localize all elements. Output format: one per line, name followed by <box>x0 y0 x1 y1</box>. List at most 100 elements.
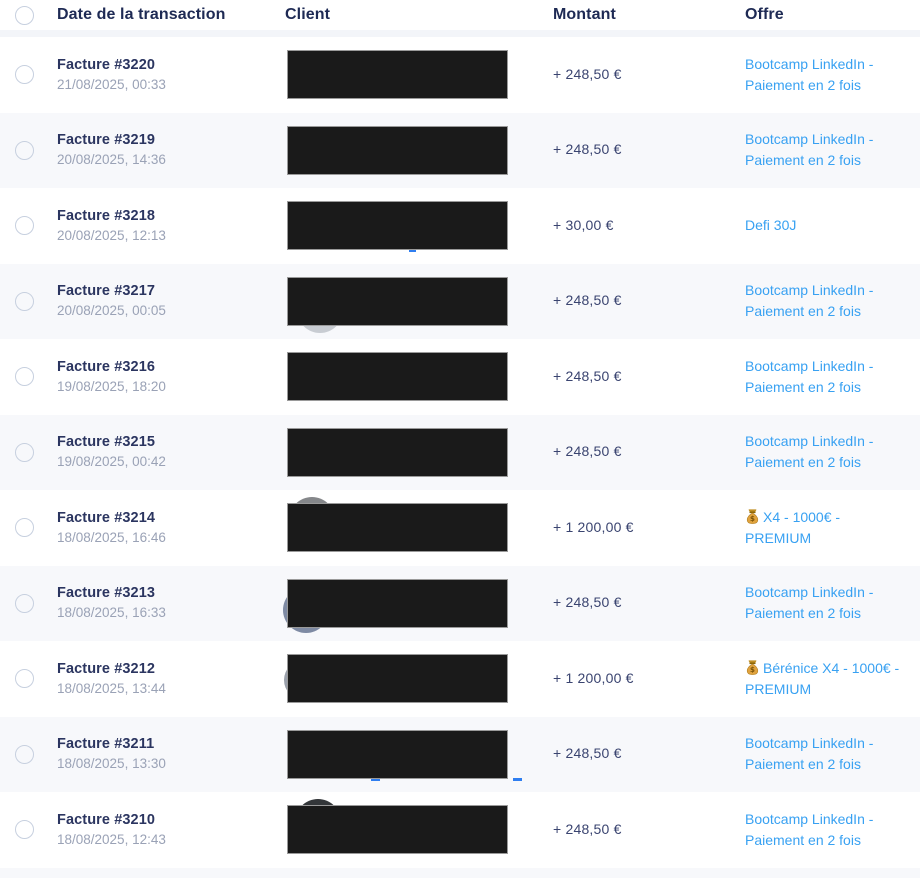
header-checkbox-cell <box>0 5 48 25</box>
offer-link[interactable]: $ X4 - 1000€ - PREMIUM <box>745 507 908 549</box>
table-row[interactable]: Facture #3212 18/08/2025, 13:44 + 1 200,… <box>0 641 920 717</box>
amount-value: + 248,50 € <box>553 820 622 837</box>
row-select-checkbox[interactable] <box>14 140 34 160</box>
row-select-checkbox[interactable] <box>14 291 34 311</box>
redacted-link-sliver <box>513 777 522 781</box>
table-row[interactable]: Facture #3210 18/08/2025, 12:43 + 248,50… <box>0 792 920 868</box>
client-redaction-box <box>287 352 508 401</box>
offer-cell: $Bootcamp LinkedIn - Paiement en 2 fois <box>735 582 920 624</box>
table-row[interactable]: Facture #3214 18/08/2025, 16:46 + 1 200,… <box>0 490 920 566</box>
client-redacted-area <box>287 352 508 401</box>
table-row[interactable]: Facture #3216 19/08/2025, 18:20 + 248,50… <box>0 339 920 415</box>
amount-value: + 248,50 € <box>553 367 622 384</box>
invoice-datetime: 20/08/2025, 12:13 <box>57 227 166 243</box>
offer-link[interactable]: $Bootcamp LinkedIn - Paiement en 2 fois <box>745 280 908 322</box>
invoice-cell: Facture #3215 19/08/2025, 00:42 <box>48 433 285 471</box>
amount-value: + 1 200,00 € <box>553 518 634 535</box>
amount-value: + 1 200,00 € <box>553 669 634 686</box>
amount-cell: + 248,50 € <box>545 821 735 839</box>
row-select-checkbox[interactable] <box>14 744 34 764</box>
row-select-checkbox[interactable] <box>14 367 34 387</box>
client-redacted-area <box>287 497 508 552</box>
invoice-number: Facture #3216 <box>57 358 156 375</box>
amount-cell: + 248,50 € <box>545 594 735 612</box>
client-redacted-area <box>287 427 508 477</box>
client-redacted-area <box>287 201 508 252</box>
offer-label: Bootcamp LinkedIn - Paiement en 2 fois <box>745 131 874 169</box>
client-cell <box>285 415 545 491</box>
client-redaction-box <box>287 654 508 703</box>
client-redaction-box <box>287 503 508 552</box>
offer-link[interactable]: $Bootcamp LinkedIn - Paiement en 2 fois <box>745 54 908 96</box>
column-header-date: Date de la transaction <box>57 6 226 23</box>
row-select-checkbox[interactable] <box>14 593 34 613</box>
offer-label: Bérénice X4 - 1000€ - PREMIUM <box>745 659 900 697</box>
invoice-number: Facture #3217 <box>57 283 156 300</box>
column-header-offre: Offre <box>745 6 784 23</box>
money-bag-icon: $ <box>746 509 759 524</box>
row-checkbox-cell <box>0 669 48 689</box>
redacted-link-sliver <box>371 777 380 781</box>
row-select-checkbox[interactable] <box>14 518 34 538</box>
amount-value: + 248,50 € <box>553 594 622 611</box>
table-body: Facture #3220 21/08/2025, 00:33 + 248,50… <box>0 37 920 868</box>
table-row[interactable]: Facture #3219 20/08/2025, 14:36 + 248,50… <box>0 112 920 189</box>
client-redaction-box <box>287 427 508 477</box>
offer-link[interactable]: $Bootcamp LinkedIn - Paiement en 2 fois <box>745 733 908 775</box>
row-checkbox-cell <box>0 593 48 613</box>
row-select-checkbox[interactable] <box>14 820 34 840</box>
client-redacted-area <box>287 50 508 99</box>
offer-cell: $Bootcamp LinkedIn - Paiement en 2 fois <box>735 733 920 775</box>
client-cell <box>285 717 545 793</box>
offer-label: Bootcamp LinkedIn - Paiement en 2 fois <box>745 282 874 320</box>
invoice-datetime: 18/08/2025, 13:44 <box>57 680 166 696</box>
invoice-datetime: 20/08/2025, 00:05 <box>57 303 166 319</box>
offer-label: Bootcamp LinkedIn - Paiement en 2 fois <box>745 735 874 773</box>
offer-link[interactable]: $Bootcamp LinkedIn - Paiement en 2 fois <box>745 129 908 171</box>
table-row[interactable]: Facture #3215 19/08/2025, 00:42 + 248,50… <box>0 414 920 491</box>
invoice-datetime: 20/08/2025, 14:36 <box>57 152 166 168</box>
offer-cell: $Bootcamp LinkedIn - Paiement en 2 fois <box>735 54 920 96</box>
invoice-cell: Facture #3219 20/08/2025, 14:36 <box>48 131 285 169</box>
offer-cell: $Bootcamp LinkedIn - Paiement en 2 fois <box>735 356 920 398</box>
table-row[interactable]: Facture #3213 18/08/2025, 16:33 + 248,50… <box>0 565 920 641</box>
client-cell <box>285 37 545 113</box>
table-row[interactable]: Facture #3218 20/08/2025, 12:13 + 30,00 … <box>0 188 920 264</box>
client-redacted-area <box>284 654 508 703</box>
offer-cell: $Defi 30J <box>735 215 920 236</box>
invoice-cell: Facture #3214 18/08/2025, 16:46 <box>48 509 285 547</box>
table-row[interactable]: Facture #3217 20/08/2025, 00:05 + 248,50… <box>0 263 920 339</box>
offer-link[interactable]: $Defi 30J <box>745 215 796 236</box>
offer-link[interactable]: $Bootcamp LinkedIn - Paiement en 2 fois <box>745 582 908 624</box>
row-select-checkbox[interactable] <box>14 216 34 236</box>
client-cell <box>285 113 545 189</box>
offer-label: Bootcamp LinkedIn - Paiement en 2 fois <box>745 55 874 93</box>
row-select-checkbox[interactable] <box>14 669 34 689</box>
offer-link[interactable]: $ Bérénice X4 - 1000€ - PREMIUM <box>745 658 908 700</box>
offer-label: Bootcamp LinkedIn - Paiement en 2 fois <box>745 810 874 848</box>
table-row[interactable]: Facture #3211 18/08/2025, 13:30 + 248,50… <box>0 716 920 793</box>
row-checkbox-cell <box>0 291 48 311</box>
row-checkbox-cell <box>0 65 48 85</box>
invoice-number: Facture #3215 <box>57 434 156 451</box>
amount-cell: + 248,50 € <box>545 368 735 386</box>
table-row[interactable]: Facture #3220 21/08/2025, 00:33 + 248,50… <box>0 37 920 113</box>
amount-cell: + 1 200,00 € <box>545 519 735 537</box>
amount-cell: + 30,00 € <box>545 217 735 235</box>
invoice-number: Facture #3218 <box>57 207 156 224</box>
amount-value: + 248,50 € <box>553 65 622 82</box>
row-select-checkbox[interactable] <box>14 442 34 462</box>
amount-cell: + 1 200,00 € <box>545 670 735 688</box>
column-header-montant: Montant <box>553 6 616 23</box>
offer-label: X4 - 1000€ - PREMIUM <box>745 508 841 546</box>
client-cell <box>285 188 545 264</box>
row-select-checkbox[interactable] <box>14 65 34 85</box>
select-all-checkbox[interactable] <box>14 5 34 25</box>
offer-link[interactable]: $Bootcamp LinkedIn - Paiement en 2 fois <box>745 809 908 851</box>
invoice-datetime: 18/08/2025, 13:30 <box>57 756 166 772</box>
offer-cell: $Bootcamp LinkedIn - Paiement en 2 fois <box>735 129 920 171</box>
offer-label: Bootcamp LinkedIn - Paiement en 2 fois <box>745 584 874 622</box>
offer-link[interactable]: $Bootcamp LinkedIn - Paiement en 2 fois <box>745 356 908 398</box>
offer-link[interactable]: $Bootcamp LinkedIn - Paiement en 2 fois <box>745 431 908 473</box>
row-checkbox-cell <box>0 518 48 538</box>
